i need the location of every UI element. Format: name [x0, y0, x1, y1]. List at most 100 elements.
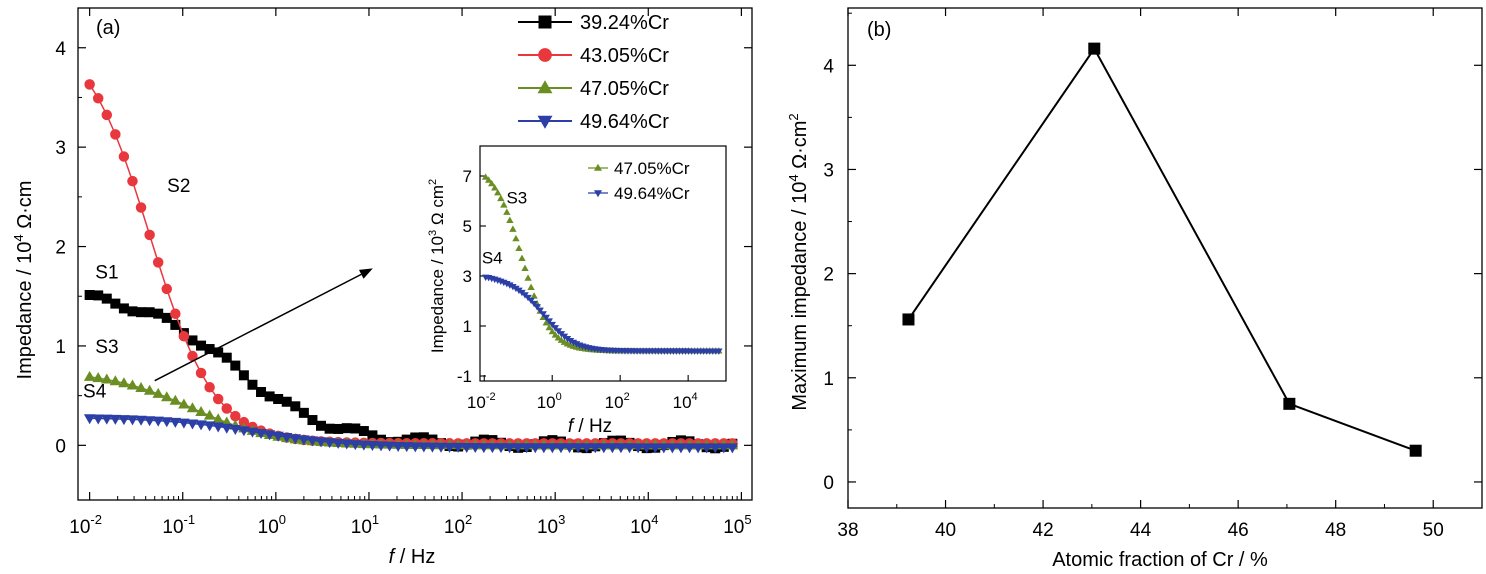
- data-point: [212, 413, 224, 424]
- legend-label: 47.05%Cr: [580, 78, 669, 100]
- data-point: [692, 443, 704, 454]
- data-point: [563, 443, 576, 454]
- data-point: [290, 401, 301, 412]
- inset-annotations: S3 S4: [482, 189, 527, 268]
- inset-legend-label: 49.64%Cr: [614, 184, 690, 203]
- data-point: [418, 442, 430, 453]
- data-point: [186, 402, 199, 413]
- data-point: [178, 330, 190, 342]
- data-point: [152, 416, 164, 427]
- data-point: [538, 443, 550, 454]
- data-point: [118, 151, 130, 162]
- data-point: [529, 443, 542, 454]
- data-point: [101, 414, 113, 425]
- data-point: [144, 229, 155, 241]
- x-tick-label: 44: [1130, 520, 1152, 541]
- data-point: [598, 443, 610, 454]
- data-point: [316, 420, 327, 431]
- y-tick-label: 2: [55, 238, 66, 259]
- data-point: [589, 443, 602, 454]
- inset-data-point: [551, 331, 559, 338]
- data-point: [92, 414, 104, 425]
- data-point: [203, 409, 216, 420]
- x-tick-label: 42: [1033, 520, 1054, 541]
- data-point: [632, 443, 644, 454]
- panel-b-label: (b): [867, 19, 891, 41]
- legend-item: 47.05%Cr: [518, 78, 669, 100]
- annotation-S3: S3: [95, 337, 118, 358]
- y-tick-label: 3: [463, 267, 472, 286]
- y-tick-label: 1: [55, 337, 66, 358]
- data-point: [658, 443, 670, 454]
- y-tick-label: 3: [823, 160, 834, 181]
- data-point: [135, 415, 147, 426]
- panel-b-y-axis-label: Maximum impedance / 104 Ω·cm2: [786, 113, 811, 410]
- legend-label: 39.24%Cr: [580, 12, 669, 34]
- legend-label: 49.64%Cr: [580, 111, 669, 133]
- data-point: [246, 427, 259, 438]
- data-point: [315, 437, 327, 448]
- data-point: [435, 442, 447, 453]
- data-point: [298, 435, 310, 446]
- panel-b-x-axis-label: Atomic fraction of Cr / %: [1052, 549, 1268, 571]
- y-tick-label: 4: [55, 39, 66, 60]
- inset-data-point: [500, 201, 508, 208]
- y-tick-label: -1: [457, 367, 472, 386]
- data-point: [675, 443, 687, 454]
- inset-data-point: [533, 304, 541, 311]
- data-point: [683, 443, 696, 454]
- data-point: [230, 360, 241, 371]
- data-point: [204, 382, 215, 393]
- data-point: [469, 443, 482, 454]
- data-point: [572, 443, 584, 454]
- data-point: [84, 79, 95, 90]
- inset-legend-label: 47.05%Cr: [614, 159, 690, 178]
- data-point: [127, 175, 138, 187]
- inset-ticks: [480, 175, 689, 381]
- data-point: [264, 391, 275, 402]
- series-49.64%Cr: [83, 414, 739, 454]
- x-tick-label: 104: [673, 391, 698, 412]
- panel-a-y-axis-label: Impedance / 104 Ω·cm: [11, 181, 36, 380]
- legend-item: 39.24%Cr: [518, 12, 669, 34]
- data-point: [298, 407, 309, 418]
- data-point: [93, 290, 104, 301]
- data-point: [273, 393, 284, 404]
- data-point: [606, 443, 619, 454]
- inset-data-point: [512, 234, 520, 242]
- inset-frame: [479, 145, 727, 382]
- inset-data-point: [548, 321, 556, 329]
- legend-item: 43.05%Cr: [518, 45, 669, 67]
- data-point: [367, 430, 378, 441]
- x-tick-label: 100: [258, 512, 286, 538]
- inset-data-point: [530, 292, 538, 299]
- data-point: [503, 443, 516, 454]
- data-point: [195, 367, 207, 379]
- inset-data-point: [515, 244, 523, 252]
- data-point: [170, 319, 181, 330]
- data-point: [700, 443, 713, 454]
- x-tick-label: 10-1: [162, 512, 195, 538]
- data-point: [333, 423, 344, 434]
- data-point: [195, 406, 207, 417]
- inset-data-point: [494, 188, 502, 196]
- panel-a-label: (a): [96, 17, 120, 39]
- panel-b: (b) 38 40 42 44 46 48 50 0 1 2 3 4 Atomic fraction…: [786, 7, 1483, 571]
- data-point: [1088, 42, 1101, 55]
- data-point: [323, 438, 336, 449]
- inset-data-point: [545, 323, 553, 331]
- panel-a-annotations: S1 S2 S3 S4: [83, 176, 190, 403]
- data-point: [263, 430, 276, 441]
- y-tick-label: 1: [823, 369, 834, 390]
- max-impedance-line: [907, 46, 1417, 452]
- inset-data-point: [481, 173, 490, 180]
- data-point: [143, 384, 156, 395]
- data-point: [229, 424, 242, 435]
- data-point: [426, 442, 439, 453]
- data-point: [272, 431, 284, 442]
- inset-data-point: [566, 337, 575, 345]
- y-tick-label: 4: [823, 56, 834, 77]
- data-point: [110, 129, 121, 140]
